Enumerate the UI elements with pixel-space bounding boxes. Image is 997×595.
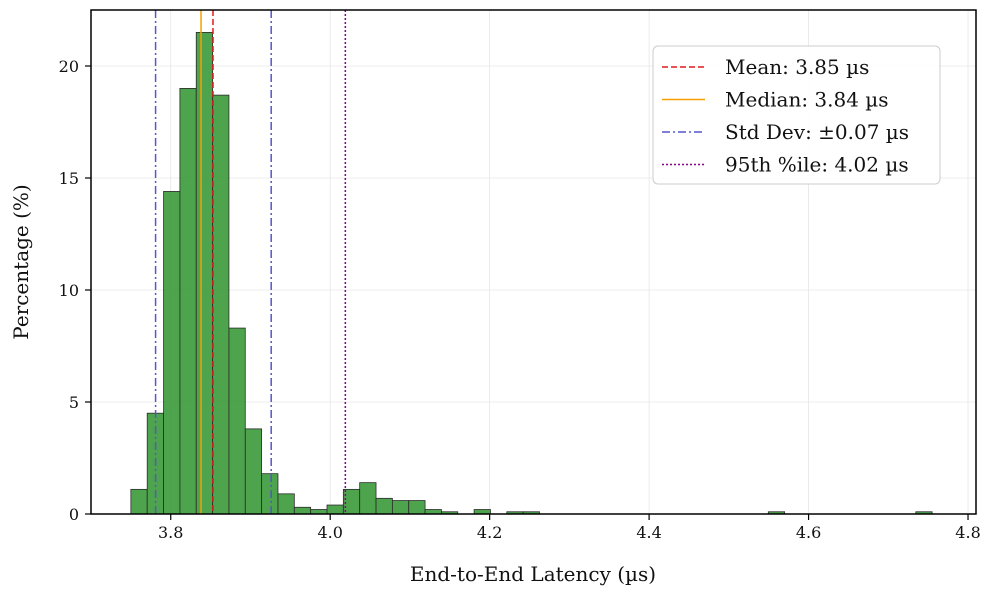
y-tick-label: 0 [69, 505, 79, 524]
x-tick-label: 4.8 [955, 523, 980, 542]
x-tick-label: 4.2 [477, 523, 502, 542]
x-axis-label: End-to-End Latency (µs) [410, 562, 656, 586]
plot-frame [90, 9, 977, 515]
histogram-bar [228, 327, 246, 515]
y-tick-label: 20 [59, 57, 79, 76]
histogram-bar [408, 500, 426, 515]
legend: Mean: 3.85 µs Median: 3.84 µs Std Dev: ±0.… [652, 45, 941, 185]
histogram-bar [195, 32, 213, 515]
y-tick-label: 5 [69, 393, 79, 412]
legend-entry-label: Median: 3.84 µs [725, 88, 889, 112]
y-axis-ticks: 0 5 10 15 20 [59, 57, 91, 524]
histogram-bar [179, 88, 197, 515]
legend-entry-label: Mean: 3.85 µs [725, 55, 869, 79]
histogram-bar [244, 428, 263, 515]
legend-box [652, 45, 941, 185]
x-tick-label: 3.8 [158, 523, 183, 542]
histogram-bar [261, 473, 279, 515]
histogram-bar [391, 500, 410, 515]
histogram-bar [375, 497, 393, 515]
histogram-bar [326, 504, 344, 515]
histogram-bar [130, 488, 148, 515]
y-axis-label: Percentage (%) [9, 184, 33, 339]
histogram-bar [293, 506, 312, 515]
x-axis-ticks: 3.8 4.0 4.2 4.4 4.6 4.8 [158, 514, 981, 542]
histogram-bar [277, 493, 295, 515]
x-tick-label: 4.6 [796, 523, 821, 542]
histogram-bar [163, 191, 181, 515]
x-tick-label: 4.4 [636, 523, 661, 542]
y-tick-label: 15 [59, 169, 79, 188]
y-tick-label: 10 [59, 281, 79, 300]
x-tick-label: 4.0 [317, 523, 342, 542]
histogram-bar [359, 482, 377, 515]
legend-entry-label: 95th %ile: 4.02 µs [725, 153, 909, 177]
legend-entry-label: Std Dev: ±0.07 µs [725, 120, 909, 144]
reference-lines [154, 10, 347, 514]
histogram-bar [212, 94, 230, 515]
